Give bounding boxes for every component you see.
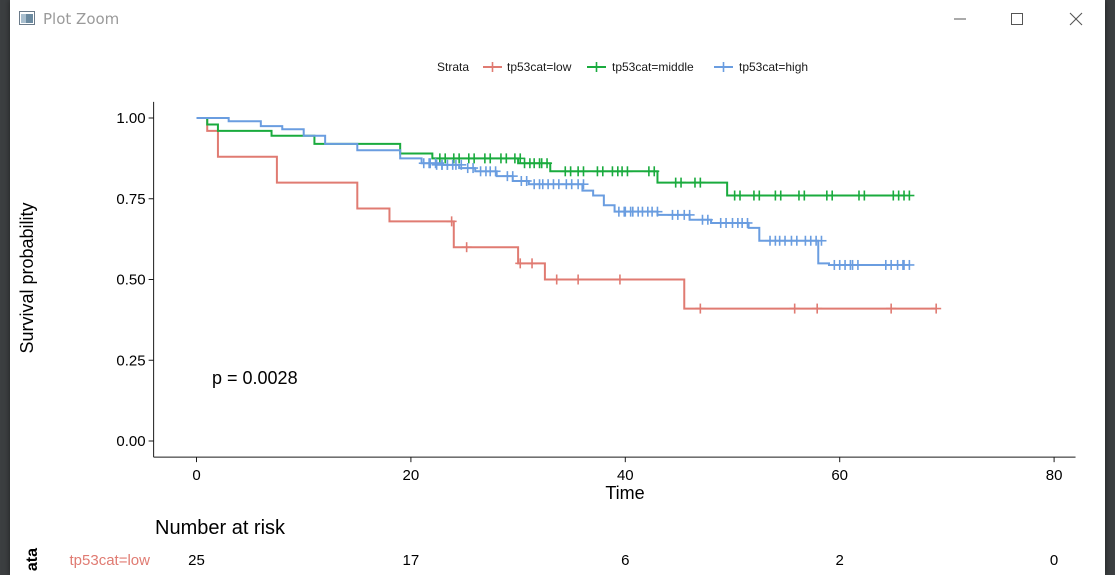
- censor-mark-middle: [479, 153, 496, 164]
- censor-mark-middle: [670, 177, 687, 188]
- censor-mark-middle: [643, 166, 660, 177]
- survival-chart: Strata tp53cat=low tp53cat=middle tp53cat=…: [17, 60, 1076, 571]
- close-button[interactable]: [1059, 6, 1093, 32]
- censor-mark-middle: [509, 153, 526, 164]
- censor-mark-middle: [573, 166, 589, 177]
- title-bar[interactable]: Plot Zoom: [10, 0, 1105, 38]
- risk-count: 17: [403, 552, 420, 569]
- legend-label-low: tp53cat=low: [507, 60, 572, 74]
- risk-count: 2: [836, 552, 844, 569]
- x-tick-label: 60: [831, 467, 848, 484]
- p-value-label: p = 0.0028: [212, 368, 298, 388]
- y-axis-label: Survival probability: [17, 202, 37, 353]
- minimize-icon: [954, 18, 966, 20]
- maximize-button[interactable]: [1000, 6, 1034, 32]
- legend-item-high: tp53cat=high: [714, 60, 808, 74]
- censor-mark-high: [425, 158, 441, 169]
- risk-count: 0: [1050, 552, 1058, 569]
- risk-row-label: tp53cat=low: [70, 552, 151, 569]
- censor-mark-low: [551, 274, 562, 285]
- legend-label-high: tp53cat=high: [739, 60, 808, 74]
- risk-table-title: Number at risk: [155, 517, 286, 539]
- survival-curve-high: [196, 117, 905, 266]
- y-tick-label: 0.50: [116, 272, 145, 289]
- censor-mark-middle: [617, 166, 633, 177]
- censor-mark-low: [446, 216, 457, 227]
- risk-table-y-label: ata: [24, 548, 41, 571]
- background-ide-right: [1105, 0, 1115, 575]
- censor-mark-middle: [536, 158, 553, 169]
- censor-mark-high: [450, 159, 467, 170]
- censor-mark-middle: [448, 153, 465, 164]
- risk-count: 25: [188, 552, 205, 569]
- censor-mark-low: [461, 242, 472, 253]
- y-tick-label: 0.25: [116, 352, 145, 369]
- censor-mark-high: [679, 209, 695, 220]
- maximize-icon: [1011, 13, 1023, 25]
- close-icon: [1069, 12, 1083, 26]
- censor-mark-high: [811, 235, 827, 246]
- risk-count: 6: [621, 552, 629, 569]
- app-window-icon: [19, 11, 35, 25]
- censor-mark-middle: [463, 153, 480, 164]
- window-title: Plot Zoom: [43, 10, 120, 28]
- censor-mark-high: [573, 179, 589, 190]
- censor-mark-middle: [592, 166, 608, 177]
- censor-mark-middle: [729, 190, 746, 201]
- censor-mark-middle: [748, 190, 765, 201]
- censor-mark-high: [502, 171, 518, 182]
- censor-mark-high: [786, 235, 802, 246]
- censor-mark-high: [829, 259, 845, 270]
- legend-label-middle: tp53cat=middle: [612, 60, 694, 74]
- censor-mark-high: [647, 206, 663, 217]
- censor-mark-middle: [853, 190, 870, 201]
- background-ide-left: [0, 0, 10, 575]
- survival-curve-middle: [196, 117, 905, 197]
- censor-mark-low: [695, 303, 706, 314]
- legend-item-low: tp53cat=low: [483, 60, 572, 74]
- censor-mark-high: [462, 163, 479, 174]
- x-axis-label: Time: [605, 483, 644, 503]
- censor-mark-low: [527, 258, 538, 269]
- censor-mark-low: [789, 303, 800, 314]
- censor-mark-high: [737, 217, 753, 228]
- censor-mark-middle: [495, 153, 512, 164]
- censor-mark-high: [847, 259, 863, 270]
- x-tick-label: 20: [403, 467, 420, 484]
- x-tick-label: 40: [617, 467, 634, 484]
- censor-mark-middle: [434, 153, 451, 164]
- censor-mark-high: [516, 175, 532, 186]
- censor-mark-high: [899, 259, 915, 270]
- minimize-button[interactable]: [943, 6, 977, 32]
- censor-mark-low: [886, 303, 897, 314]
- legend-item-middle: tp53cat=middle: [587, 60, 694, 74]
- censor-mark-middle: [793, 190, 810, 201]
- censor-mark-low: [573, 274, 584, 285]
- y-tick-label: 1.00: [116, 110, 145, 127]
- plot-zoom-window: Plot Zoom Strata tp53cat=low tp53cat=midd…: [10, 0, 1105, 575]
- x-tick-label: 80: [1046, 467, 1063, 484]
- y-tick-label: 0.75: [116, 191, 145, 208]
- censor-mark-low: [812, 303, 823, 314]
- censor-mark-middle: [689, 177, 706, 188]
- y-tick-label: 0.00: [116, 433, 145, 450]
- censor-mark-low: [614, 274, 625, 285]
- censor-mark-low: [931, 303, 942, 314]
- censor-mark-middle: [770, 190, 786, 201]
- legend-title: Strata: [437, 60, 469, 74]
- legend: Strata tp53cat=low tp53cat=middle tp53cat=…: [437, 60, 808, 74]
- censor-mark-high: [697, 214, 713, 225]
- x-tick-label: 0: [192, 467, 200, 484]
- survival-curve-low: [196, 117, 937, 310]
- risk-table: tp53cat=low 25 17 6 2 0: [70, 552, 1059, 569]
- plot-panel: 0.00 0.25 0.50 0.75 1.00 0 20 40 60 80: [116, 101, 1076, 484]
- censor-mark-low: [515, 258, 526, 269]
- censor-mark-high: [485, 166, 501, 177]
- censor-mark-middle: [821, 190, 838, 201]
- censor-mark-middle: [899, 190, 915, 201]
